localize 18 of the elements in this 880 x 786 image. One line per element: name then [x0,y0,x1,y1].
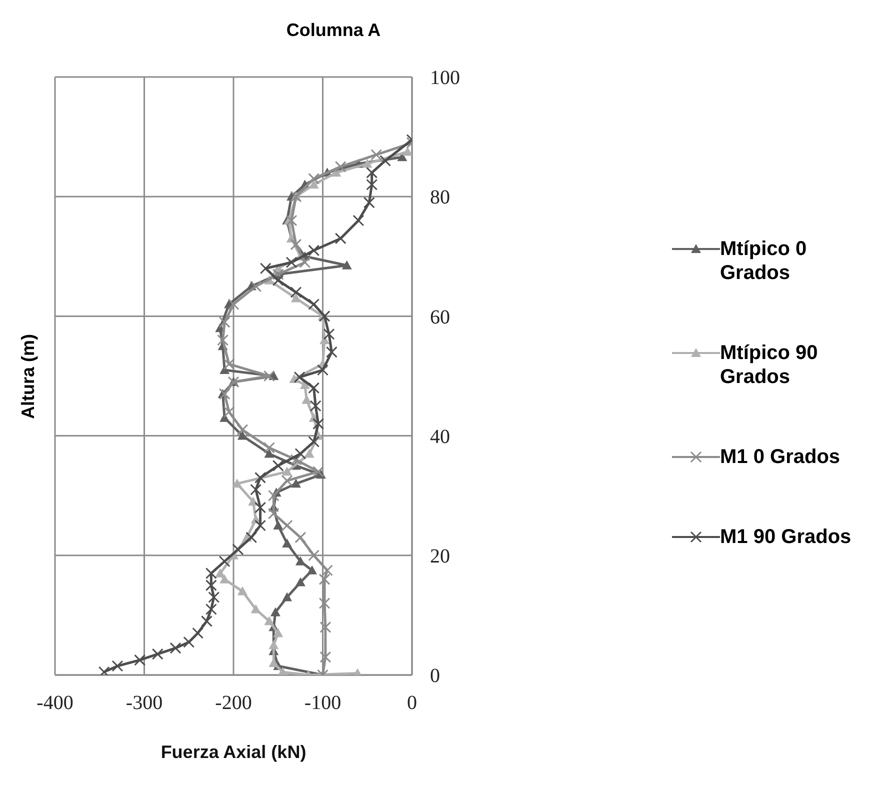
legend-label: M1 0 Grados [720,445,842,469]
x-tick-label: -400 [36,692,74,714]
x-axis-title: Fuerza Axial (kN) [160,742,306,762]
y-tick-label: 20 [430,546,450,568]
legend-label: M1 90 Grados [720,525,852,549]
y-tick-label: 0 [430,665,440,688]
y-tick-label: 100 [430,67,460,90]
y-tick-label: 80 [430,186,450,209]
legend-label: Mtípico 0 Grados [720,237,808,285]
x-tick-label: -200 [215,692,252,714]
y-tick-label: 60 [430,306,450,328]
x-tick-label: -100 [304,692,342,714]
legend-label: Mtípico 90 Grados [720,341,819,389]
y-tick-label: 40 [430,426,450,448]
x-tick-label: 0 [407,692,417,714]
x-tick-label: -300 [126,692,163,714]
chart-title: Columna A [285,20,382,41]
y-axis-title: Altura (m) [18,334,38,418]
